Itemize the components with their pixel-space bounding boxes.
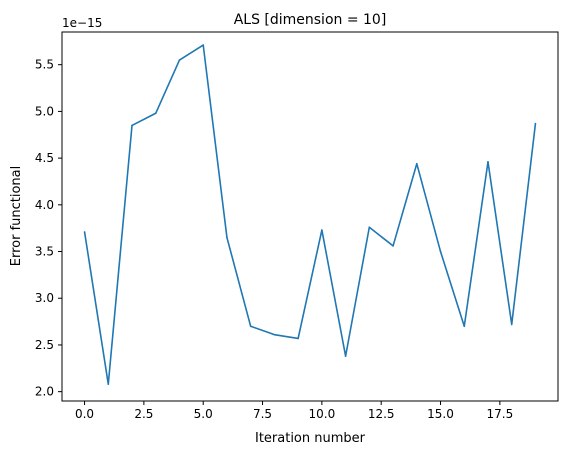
y-axis: 2.0 2.5 3.0 3.5 4.0 4.5 5.0 5.5 bbox=[35, 58, 62, 399]
data-point bbox=[344, 355, 347, 357]
data-point bbox=[202, 44, 205, 46]
y-tick-label: 4.0 bbox=[35, 198, 54, 212]
series-line bbox=[83, 44, 537, 385]
data-point bbox=[415, 162, 418, 165]
data-point bbox=[178, 59, 181, 61]
x-tick-label: 15.0 bbox=[427, 407, 454, 421]
plot-series bbox=[83, 44, 537, 385]
data-point bbox=[463, 325, 466, 328]
data-point bbox=[368, 226, 371, 229]
y-offset-label: 1e−15 bbox=[62, 16, 102, 30]
data-point bbox=[226, 236, 228, 239]
x-tick-label: 2.5 bbox=[134, 407, 153, 421]
y-tick-label: 5.0 bbox=[35, 104, 54, 118]
x-tick-label: 17.5 bbox=[486, 407, 513, 421]
y-tick-label: 3.5 bbox=[35, 245, 54, 259]
data-point bbox=[107, 383, 110, 385]
x-tick-label: 0.0 bbox=[75, 407, 94, 421]
x-axis-label: Iteration number bbox=[255, 431, 366, 446]
data-point bbox=[154, 112, 157, 115]
y-tick-label: 4.5 bbox=[35, 151, 54, 165]
data-point bbox=[534, 122, 537, 125]
data-point bbox=[392, 245, 394, 247]
y-axis-label: Error functional bbox=[9, 166, 24, 267]
y-tick-label: 2.5 bbox=[35, 338, 54, 352]
data-point bbox=[273, 333, 276, 336]
data-point bbox=[321, 229, 323, 231]
data-point bbox=[487, 161, 489, 163]
y-tick-label: 3.0 bbox=[35, 291, 54, 305]
data-point bbox=[131, 124, 133, 127]
data-point bbox=[83, 231, 86, 233]
y-tick-label: 5.5 bbox=[35, 58, 54, 72]
chart-title: ALS [dimension = 10] bbox=[234, 12, 387, 28]
x-tick-label: 7.5 bbox=[253, 407, 272, 421]
y-tick-label: 2.0 bbox=[35, 385, 54, 399]
x-tick-label: 5.0 bbox=[194, 407, 213, 421]
data-point bbox=[249, 325, 252, 328]
data-point bbox=[297, 337, 299, 340]
x-tick-label: 12.5 bbox=[368, 407, 395, 421]
plot-frame bbox=[61, 31, 559, 402]
x-tick-label: 10.0 bbox=[309, 407, 336, 421]
data-point bbox=[510, 323, 513, 326]
data-point bbox=[439, 250, 442, 253]
x-axis: 0.0 2.5 5.0 7.5 10.0 12.5 15.0 17.5 bbox=[75, 401, 513, 421]
